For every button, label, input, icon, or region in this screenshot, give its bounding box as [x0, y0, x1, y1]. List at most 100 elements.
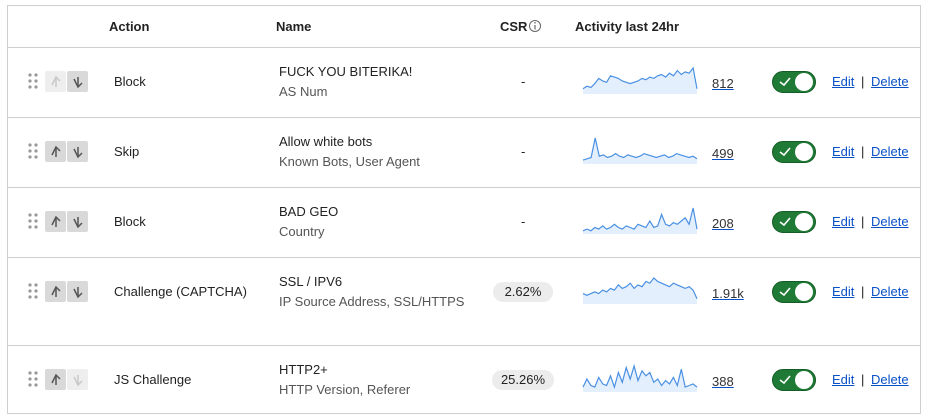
edit-link[interactable]: Edit [832, 74, 855, 89]
toggle-check [779, 287, 791, 297]
drag-dot [34, 225, 38, 229]
drag-dot [28, 219, 32, 223]
toggle-knob [795, 73, 813, 91]
delete-link[interactable]: Delete [871, 214, 909, 229]
activity-count[interactable]: 1.91k [712, 286, 744, 301]
sparkline [582, 363, 698, 390]
arrow-head [73, 148, 83, 159]
arrow-head [51, 215, 61, 226]
drag-dot [28, 155, 32, 159]
row-separator [7, 257, 921, 258]
activity-count[interactable]: 388 [712, 374, 734, 389]
rule-fields: Country [279, 224, 325, 239]
drag-dot [28, 283, 32, 287]
delete-link[interactable]: Delete [871, 74, 909, 89]
edit-link[interactable]: Edit [832, 214, 855, 229]
link-separator: | [861, 74, 865, 89]
row-separator [7, 345, 921, 346]
drag-dot [28, 73, 32, 77]
header-csr: CSR [500, 19, 528, 34]
header-name: Name [276, 19, 312, 34]
drag-dot [34, 149, 38, 153]
row-separator [7, 117, 921, 118]
rule-fields: HTTP Version, Referer [279, 382, 411, 397]
edit-link[interactable]: Edit [832, 372, 855, 387]
edit-link[interactable]: Edit [832, 284, 855, 299]
rule-name: HTTP2+ [279, 362, 328, 377]
rule-action: Skip [114, 144, 140, 159]
drag-dot [34, 219, 38, 223]
link-separator: | [861, 284, 865, 299]
rule-name: SSL / IPV6 [279, 274, 343, 289]
drag-dot [28, 289, 32, 293]
activity-count[interactable]: 208 [712, 216, 734, 231]
drag-dot [28, 143, 32, 147]
drag-dot [34, 155, 38, 159]
drag-dot [28, 383, 32, 387]
header-activity: Activity last 24hr [575, 19, 680, 34]
delete-link[interactable]: Delete [871, 284, 909, 299]
drag-dot [28, 149, 32, 153]
drag-dot [34, 371, 38, 375]
arrow-head [51, 373, 61, 384]
rule-action: Challenge (CAPTCHA) [114, 284, 247, 299]
arrow-head [73, 218, 83, 229]
row-separator [7, 187, 921, 188]
link-separator: | [861, 144, 865, 159]
activity-count[interactable]: 499 [712, 146, 734, 161]
sparkline [582, 66, 698, 90]
csr-value: - [521, 144, 526, 159]
toggle-knob [795, 143, 813, 161]
sparkline-area [583, 68, 697, 94]
sparkline [582, 277, 698, 300]
sparkline-area [583, 366, 697, 392]
toggle-check [779, 375, 791, 385]
drag-dot [28, 295, 32, 299]
arrow-head [51, 285, 61, 296]
csr-value: - [521, 74, 526, 89]
toggle-knob [795, 283, 813, 301]
rule-name: FUCK YOU BITERIKA! [279, 64, 413, 79]
toggle-check [779, 77, 791, 87]
drag-dot [34, 213, 38, 217]
toggle-knob [795, 213, 813, 231]
edit-link[interactable]: Edit [832, 144, 855, 159]
activity-count[interactable]: 812 [712, 76, 734, 91]
header-action: Action [109, 19, 150, 34]
drag-dot [34, 79, 38, 83]
drag-dot [34, 73, 38, 77]
table-frame [7, 5, 921, 414]
drag-dot [28, 213, 32, 217]
link-separator: | [861, 372, 865, 387]
sparkline-area [583, 278, 697, 304]
rule-action: JS Challenge [114, 372, 192, 387]
rule-fields: IP Source Address, SSL/HTTPS [279, 294, 465, 309]
csr-value: 25.26% [492, 370, 554, 390]
delete-link[interactable]: Delete [871, 144, 909, 159]
toggle-knob [795, 371, 813, 389]
sparkline-area [583, 138, 697, 164]
arrow-head [51, 145, 61, 156]
rule-name: BAD GEO [279, 204, 339, 219]
link-separator: | [861, 214, 865, 229]
delete-link[interactable]: Delete [871, 372, 909, 387]
drag-dot [28, 371, 32, 375]
rule-action: Block [114, 214, 146, 229]
drag-dot [28, 225, 32, 229]
rule-action: Block [114, 74, 146, 89]
drag-dot [34, 85, 38, 89]
toggle-check [779, 147, 791, 157]
drag-dot [28, 85, 32, 89]
arrow-head [73, 288, 83, 299]
sparkline [582, 207, 698, 232]
rule-name: Allow white bots [279, 134, 373, 149]
drag-dot [28, 79, 32, 83]
sparkline-area [583, 208, 697, 234]
drag-dot [34, 377, 38, 381]
toggle-check [779, 217, 791, 227]
rule-fields: AS Num [279, 84, 328, 99]
